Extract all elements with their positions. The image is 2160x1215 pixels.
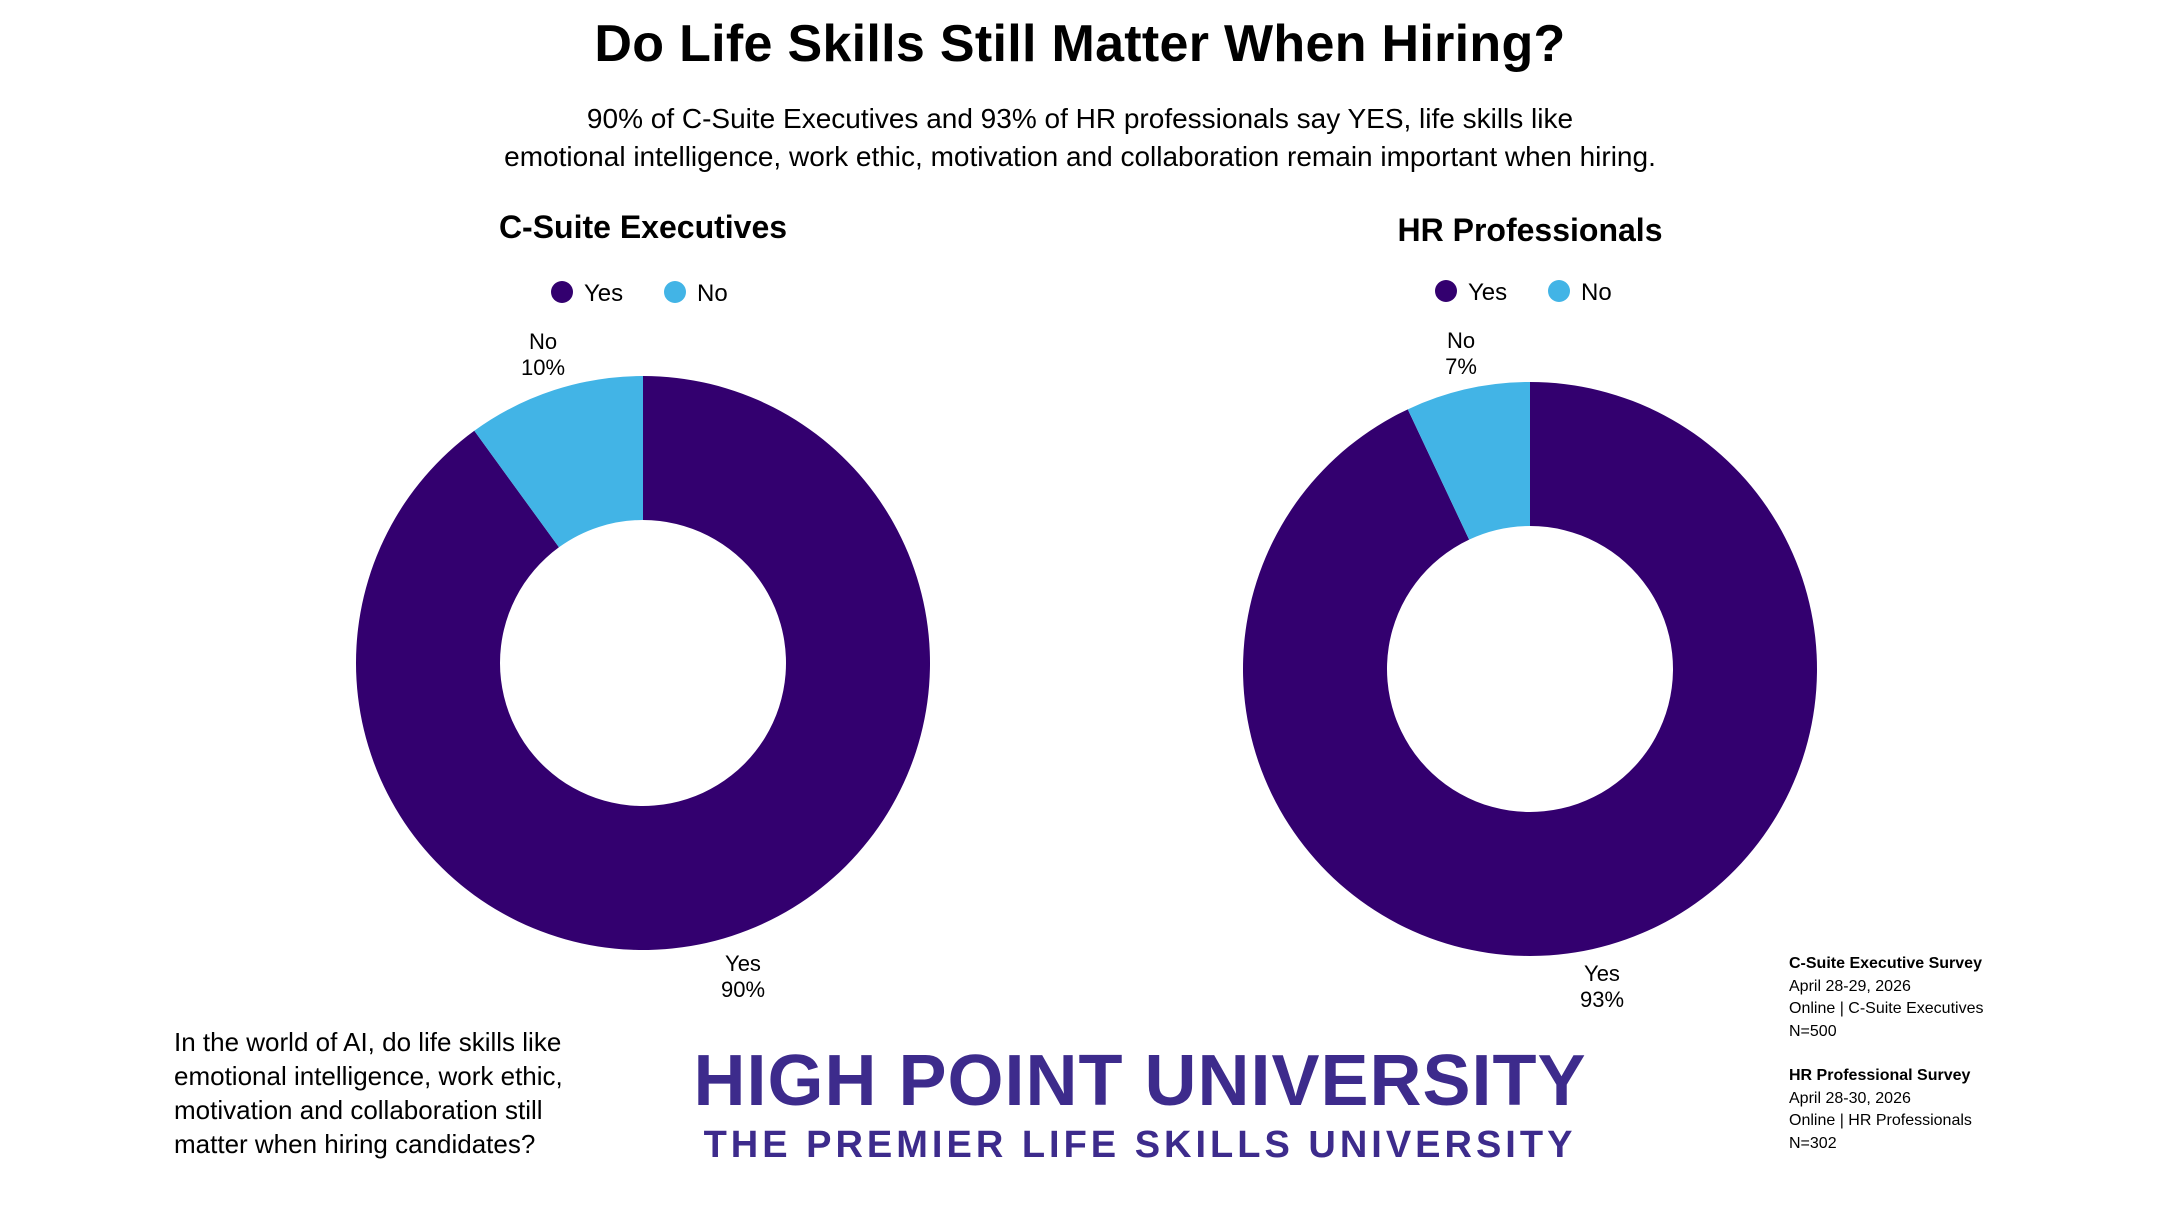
- note-sample: N=500: [1789, 1022, 1837, 1040]
- subtitle-line: emotional intelligence, work ethic, moti…: [504, 141, 1656, 172]
- note-dates: April 28-29, 2026: [1789, 977, 1911, 995]
- question-line: emotional intelligence, work ethic,: [174, 1061, 563, 1091]
- note-dates: April 28-30, 2026: [1789, 1089, 1911, 1107]
- survey-notes: C-Suite Executive Survey April 28-29, 20…: [1789, 953, 2129, 1177]
- subtitle: 90% of C-Suite Executives and 93% of HR …: [0, 100, 2160, 176]
- legend-label-yes: Yes: [584, 280, 623, 307]
- page-title: Do Life Skills Still Matter When Hiring?: [594, 15, 1566, 73]
- note-title: HR Professional Survey: [1789, 1067, 1971, 1084]
- slice-value-no: 10%: [521, 355, 565, 380]
- chart-title: HR Professionals: [1398, 212, 1663, 248]
- legend-marker-yes: [1435, 280, 1457, 302]
- survey-question: In the world of AI, do life skills like …: [174, 1025, 674, 1161]
- chart-title: C-Suite Executives: [499, 209, 787, 245]
- slice-label-no: No: [529, 329, 557, 354]
- donut-chart-hr: HR Professionals Yes No Yes 93% No 7%: [1243, 212, 1818, 1012]
- slice-value-yes: 93%: [1580, 987, 1624, 1012]
- note-sample: N=302: [1789, 1134, 1837, 1152]
- donut-slice-no: [474, 376, 643, 548]
- survey-note-c-suite: C-Suite Executive Survey April 28-29, 20…: [1789, 953, 2129, 1043]
- question-line: matter when hiring candidates?: [174, 1129, 536, 1159]
- survey-note-hr: HR Professional Survey April 28-30, 2026…: [1789, 1065, 2129, 1155]
- slice-label-yes: Yes: [725, 951, 761, 976]
- legend: Yes No: [551, 280, 728, 307]
- university-logo: HIGH POINT UNIVERSITY THE PREMIER LIFE S…: [690, 1045, 1590, 1167]
- subtitle-line: 90% of C-Suite Executives and 93% of HR …: [586, 103, 1574, 134]
- slice-label-yes: Yes: [1584, 961, 1620, 986]
- legend-label-no: No: [1581, 279, 1612, 306]
- question-line: motivation and collaboration still: [174, 1095, 543, 1125]
- legend-label-yes: Yes: [1468, 279, 1507, 306]
- slice-value-yes: 90%: [721, 977, 765, 1002]
- legend-label-no: No: [697, 280, 728, 307]
- legend-marker-yes: [551, 281, 573, 303]
- note-title: C-Suite Executive Survey: [1789, 955, 1982, 972]
- legend-marker-no: [1548, 280, 1570, 302]
- donut-slice-no: [1407, 382, 1530, 540]
- slice-value-no: 7%: [1445, 354, 1477, 379]
- brand-name: HIGH POINT UNIVERSITY: [693, 1041, 1587, 1121]
- legend-marker-no: [664, 281, 686, 303]
- legend: Yes No: [1435, 279, 1612, 306]
- note-method: Online | C-Suite Executives: [1789, 1000, 1984, 1017]
- brand-tagline: THE PREMIER LIFE SKILLS UNIVERSITY: [703, 1124, 1577, 1166]
- donut-slice-yes: [1243, 382, 1818, 957]
- donut-slice-yes: [356, 376, 931, 950]
- donut-chart-c-suite: C-Suite Executives Yes No Yes 90% No 10%: [356, 209, 931, 1002]
- question-line: In the world of AI, do life skills like: [174, 1027, 562, 1057]
- slice-label-no: No: [1447, 328, 1475, 353]
- note-method: Online | HR Professionals: [1789, 1112, 1972, 1129]
